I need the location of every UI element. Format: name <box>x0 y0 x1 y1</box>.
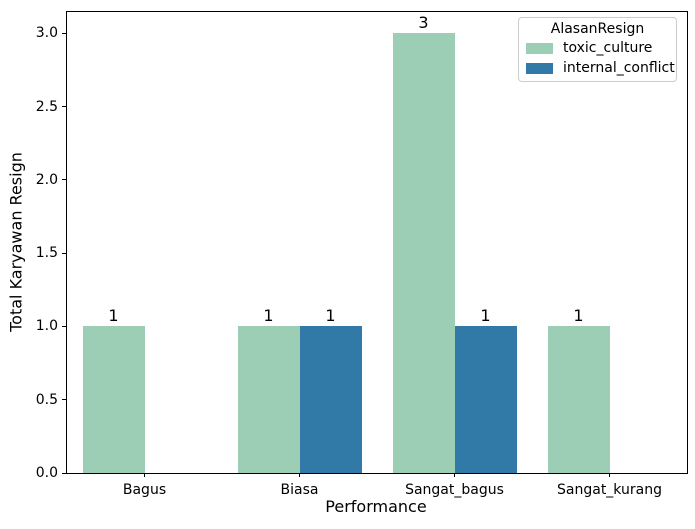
bar-toxic_culture-Bagus <box>82 326 145 473</box>
y-tick-mark <box>62 399 67 401</box>
y-tick-mark <box>62 179 67 181</box>
y-tick-label: 2.5 <box>35 98 58 115</box>
bar-value-label: 1 <box>263 306 274 326</box>
y-tick-label: 2.0 <box>35 171 58 188</box>
legend-label: toxic_culture <box>563 40 653 56</box>
bar-value-label: 1 <box>573 306 584 326</box>
x-tick-mark <box>144 473 145 477</box>
bar-value-label: 3 <box>418 13 429 33</box>
y-tick-mark <box>62 106 67 108</box>
x-axis-label: Performance <box>325 497 427 516</box>
y-tick-mark <box>62 472 67 474</box>
x-tick-label: Sangat_bagus <box>405 482 504 498</box>
x-tick-label: Biasa <box>280 482 319 498</box>
legend-title: AlasanResign <box>550 21 645 37</box>
legend-swatch-toxic_culture <box>526 42 553 54</box>
x-tick-mark <box>454 473 455 477</box>
bar-internal_conflict-Sangat_bagus <box>454 326 517 473</box>
y-tick-label: 1.5 <box>35 245 58 262</box>
y-tick-mark <box>62 32 67 34</box>
x-tick-mark <box>299 473 300 477</box>
legend-item-internal_conflict: internal_conflict <box>519 58 676 78</box>
y-tick-label: 3.0 <box>35 25 58 42</box>
y-tick-label: 0.0 <box>35 465 58 481</box>
bar-toxic_culture-Sangat_kurang <box>547 326 610 473</box>
legend: AlasanResign toxic_culture internal_confl… <box>518 17 677 82</box>
y-tick-label: 1.0 <box>35 318 58 335</box>
x-tick-label: Bagus <box>122 482 167 498</box>
legend-label: internal_conflict <box>563 60 675 76</box>
x-tick-mark <box>609 473 610 477</box>
bar-internal_conflict-Biasa <box>299 326 362 473</box>
y-tick-label: 0.5 <box>35 391 58 408</box>
legend-items: toxic_culture internal_conflict <box>519 38 676 78</box>
bar-toxic_culture-Biasa <box>237 326 300 473</box>
plot-area: 0.0 0.5 1.0 1.5 2.0 2.5 3.0 Bagus Biasa Sangat_ba… <box>36 11 688 498</box>
bar-toxic_culture-Sangat_bagus <box>392 33 455 473</box>
bar-value-label: 1 <box>480 306 491 326</box>
legend-item-toxic_culture: toxic_culture <box>519 38 676 58</box>
y-tick-mark <box>62 325 67 327</box>
bar-value-label: 1 <box>325 306 336 326</box>
x-tick-label: Sangat_kurang <box>557 482 662 498</box>
legend-swatch-internal_conflict <box>526 62 553 74</box>
y-tick-mark <box>62 252 67 254</box>
bar-value-label: 1 <box>108 306 119 326</box>
